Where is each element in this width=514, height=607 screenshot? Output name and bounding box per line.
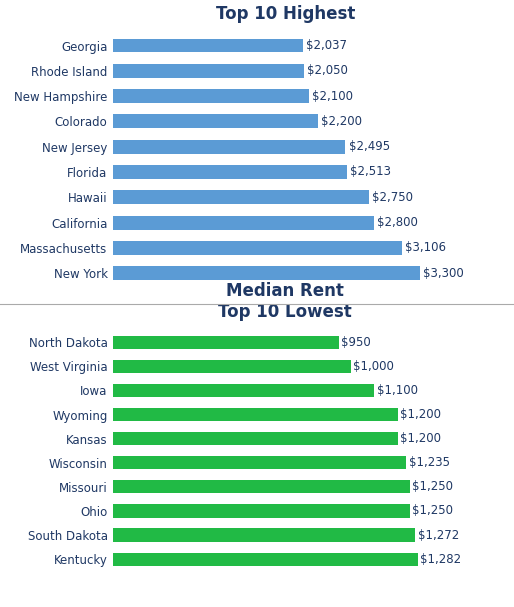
Text: $1,235: $1,235	[409, 456, 450, 469]
Bar	[113, 504, 410, 518]
Text: $1,200: $1,200	[400, 432, 442, 445]
Bar	[113, 241, 402, 255]
Bar	[113, 480, 410, 493]
Bar	[113, 360, 351, 373]
Text: $3,300: $3,300	[424, 266, 464, 280]
Text: $2,495: $2,495	[348, 140, 390, 153]
Bar	[113, 64, 304, 78]
Text: $1,200: $1,200	[400, 408, 442, 421]
Text: $2,200: $2,200	[321, 115, 362, 128]
Text: $2,800: $2,800	[377, 216, 418, 229]
Text: $950: $950	[341, 336, 371, 349]
Bar	[113, 89, 308, 103]
Bar	[113, 39, 303, 52]
Text: $3,106: $3,106	[406, 242, 447, 254]
Bar	[113, 215, 374, 229]
Bar	[113, 140, 345, 154]
Bar	[113, 115, 318, 128]
Text: $2,050: $2,050	[307, 64, 348, 77]
Text: $1,100: $1,100	[377, 384, 418, 397]
Text: $1,250: $1,250	[412, 480, 453, 493]
Bar	[113, 552, 417, 566]
Bar	[113, 456, 407, 469]
Title: Median Rent
Top 10 Lowest: Median Rent Top 10 Lowest	[218, 282, 352, 320]
Text: $2,513: $2,513	[350, 166, 391, 178]
Bar	[113, 384, 374, 397]
Text: $2,037: $2,037	[306, 39, 347, 52]
Bar	[113, 408, 398, 421]
Bar	[113, 165, 347, 179]
Text: $2,750: $2,750	[372, 191, 413, 204]
Text: $1,282: $1,282	[420, 552, 461, 566]
Text: $1,250: $1,250	[412, 504, 453, 517]
Bar	[113, 529, 415, 541]
Text: $1,272: $1,272	[417, 529, 459, 541]
Bar	[113, 266, 420, 280]
Bar	[113, 191, 369, 204]
Title: Median Rent
Top 10 Highest: Median Rent Top 10 Highest	[215, 0, 355, 23]
Bar	[113, 336, 339, 349]
Text: $2,100: $2,100	[312, 90, 353, 103]
Text: $1,000: $1,000	[353, 360, 394, 373]
Bar	[113, 432, 398, 446]
